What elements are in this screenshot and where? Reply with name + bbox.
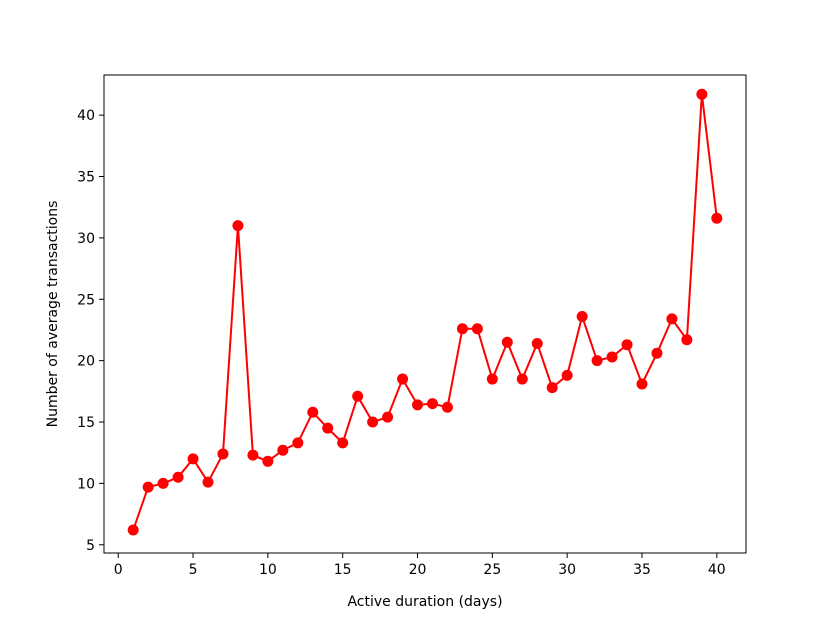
marker <box>486 373 498 385</box>
marker <box>711 212 723 224</box>
marker <box>322 422 334 434</box>
line <box>132 94 718 531</box>
marker <box>397 373 409 385</box>
x-tick-label: 35 <box>633 562 651 578</box>
y-tick-label: 40 <box>77 108 95 124</box>
marker <box>636 378 648 390</box>
marker <box>292 437 304 449</box>
marker <box>456 323 468 335</box>
x-tick-label: 30 <box>558 562 576 578</box>
y-tick-label: 20 <box>77 354 95 370</box>
y-axis-label: Number of average transactions <box>45 201 61 428</box>
y-tick-label: 35 <box>77 170 95 186</box>
marker <box>666 313 678 325</box>
marker <box>262 455 274 467</box>
marker <box>157 477 169 489</box>
marker <box>127 524 139 536</box>
marker <box>681 334 693 346</box>
x-tick-label: 25 <box>483 562 501 578</box>
marker <box>426 398 438 410</box>
marker <box>412 399 424 411</box>
marker <box>352 390 364 402</box>
x-tick-label: 40 <box>708 562 726 578</box>
marker <box>561 369 573 381</box>
marker <box>367 416 379 428</box>
y-tick-label: 5 <box>86 538 95 554</box>
marker <box>217 448 229 460</box>
marker <box>202 476 214 488</box>
x-tick-label: 15 <box>334 562 352 578</box>
plot-frame <box>103 74 747 554</box>
y-tick-label: 10 <box>77 476 95 492</box>
marker <box>546 382 558 394</box>
marker <box>696 88 708 100</box>
marker <box>516 373 528 385</box>
marker <box>172 471 184 483</box>
x-axis-label: Active duration (days) <box>347 594 502 610</box>
marker <box>382 411 394 423</box>
y-tick-label: 15 <box>77 415 95 431</box>
marker <box>142 481 154 493</box>
y-tick-label: 25 <box>77 292 95 308</box>
marker <box>621 339 633 351</box>
x-tick-label: 0 <box>114 562 123 578</box>
marker <box>187 453 199 465</box>
y-tick-label: 30 <box>77 231 95 247</box>
x-tick-label: 5 <box>189 562 198 578</box>
marker <box>501 336 513 348</box>
marker <box>277 444 289 456</box>
marker <box>471 323 483 335</box>
marker <box>247 449 259 461</box>
marker <box>606 351 618 363</box>
marker <box>307 406 319 418</box>
marker <box>232 220 244 232</box>
marker <box>441 401 453 413</box>
x-tick-label: 20 <box>409 562 427 578</box>
marker <box>337 437 349 449</box>
marker <box>591 355 603 367</box>
marker <box>576 310 588 322</box>
marker <box>651 347 663 359</box>
marker <box>531 337 543 349</box>
x-tick-label: 10 <box>259 562 277 578</box>
